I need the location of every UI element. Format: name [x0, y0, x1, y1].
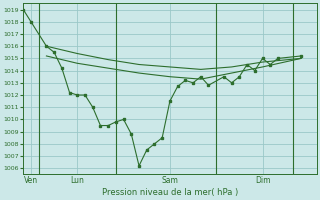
X-axis label: Pression niveau de la mer( hPa ): Pression niveau de la mer( hPa ): [102, 188, 238, 197]
